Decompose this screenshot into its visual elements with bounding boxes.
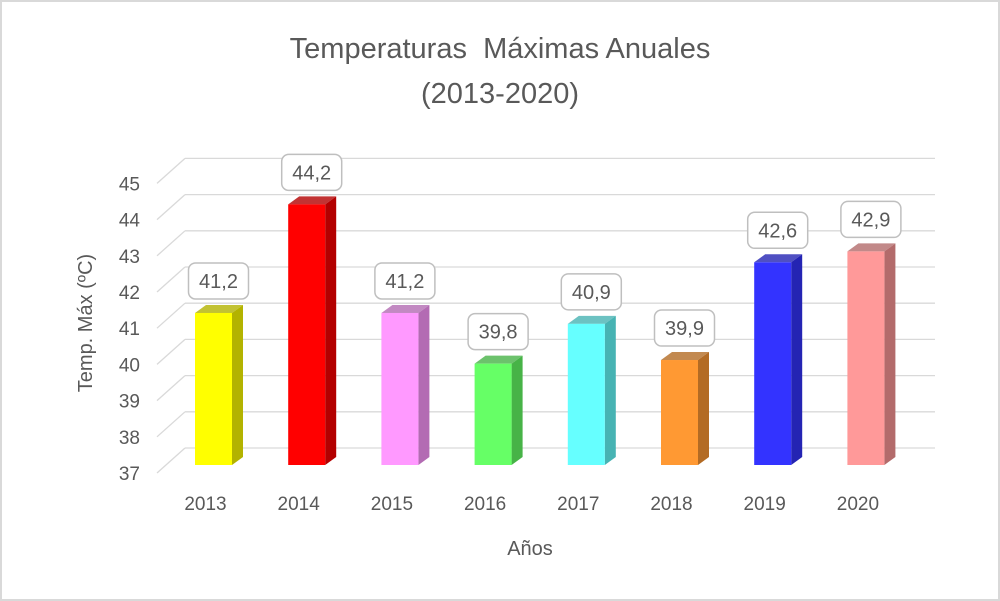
x-tick-label: 2016 — [464, 494, 506, 515]
y-tick-label: 41 — [119, 319, 140, 340]
bar-top — [474, 355, 523, 364]
x-axis-label: Años — [507, 538, 553, 560]
chart-subtitle: (2013-2020) — [421, 78, 579, 110]
bar-side — [604, 315, 616, 465]
bar-top — [288, 196, 337, 205]
gridline-depth — [156, 266, 186, 293]
data-label: 40,9 — [572, 282, 611, 304]
y-tick-label: 37 — [119, 464, 140, 485]
data-label-box — [840, 200, 902, 239]
bar-side — [511, 355, 523, 465]
bar-side — [698, 352, 709, 465]
data-label: 39,9 — [665, 318, 704, 340]
bar-side — [232, 304, 243, 465]
x-tick-label: 2017 — [557, 494, 599, 515]
data-label: 44,2 — [292, 162, 331, 184]
y-tick-label: 38 — [119, 428, 140, 449]
gridline-depth — [156, 230, 186, 257]
bar-2020 — [847, 251, 885, 465]
bar-2018 — [661, 360, 698, 465]
bar-side — [325, 196, 337, 466]
bar-side — [884, 243, 896, 465]
y-tick-label: 42 — [119, 283, 140, 304]
y-tick-label: 40 — [119, 355, 140, 376]
y-tick-label: 44 — [119, 211, 141, 232]
bar-2017 — [567, 323, 605, 465]
data-label: 42,6 — [758, 220, 797, 242]
gridline-depth — [156, 194, 186, 221]
gridline-depth — [156, 157, 186, 184]
x-tick-label: 2013 — [184, 494, 226, 515]
bar-top — [195, 304, 243, 313]
data-label: 39,8 — [479, 322, 518, 344]
bar-top — [661, 352, 709, 361]
data-label-box — [560, 273, 623, 311]
bar-side — [791, 254, 803, 465]
data-label-box — [746, 211, 809, 250]
bar-2013 — [195, 312, 232, 465]
y-axis-label: Temp. Máx (ºC) — [75, 254, 97, 392]
y-tick-label: 39 — [119, 392, 140, 413]
bar-2014 — [288, 204, 326, 466]
chart-title: Temperaturas Máximas Anuales — [290, 33, 711, 65]
gridline-depth — [156, 302, 186, 329]
gridline-depth — [156, 338, 186, 365]
x-tick-label: 2015 — [371, 494, 413, 515]
data-label-box — [653, 309, 716, 347]
gridline-depth — [156, 411, 186, 438]
bar-side — [418, 304, 430, 465]
bar-2016 — [474, 363, 512, 465]
gridline-depth — [156, 375, 186, 402]
bar-2015 — [381, 312, 419, 465]
y-tick-label: 45 — [119, 174, 140, 195]
data-label-box — [280, 153, 343, 192]
bar-top — [381, 304, 430, 313]
y-tick-label: 43 — [119, 247, 140, 268]
bar-top — [847, 243, 896, 252]
data-label-box — [374, 262, 436, 300]
data-label-box — [467, 312, 529, 351]
bar-2019 — [754, 262, 792, 465]
data-label: 41,2 — [199, 271, 238, 293]
bar-top — [567, 315, 616, 324]
data-label-box — [187, 262, 250, 300]
x-tick-label: 2018 — [650, 494, 692, 515]
x-tick-label: 2014 — [278, 494, 321, 515]
data-label: 42,9 — [851, 209, 890, 231]
bar-top — [754, 254, 803, 263]
x-tick-label: 2020 — [837, 494, 879, 515]
x-tick-label: 2019 — [744, 494, 786, 515]
data-label: 41,2 — [385, 271, 424, 293]
gridline-depth — [156, 447, 186, 474]
